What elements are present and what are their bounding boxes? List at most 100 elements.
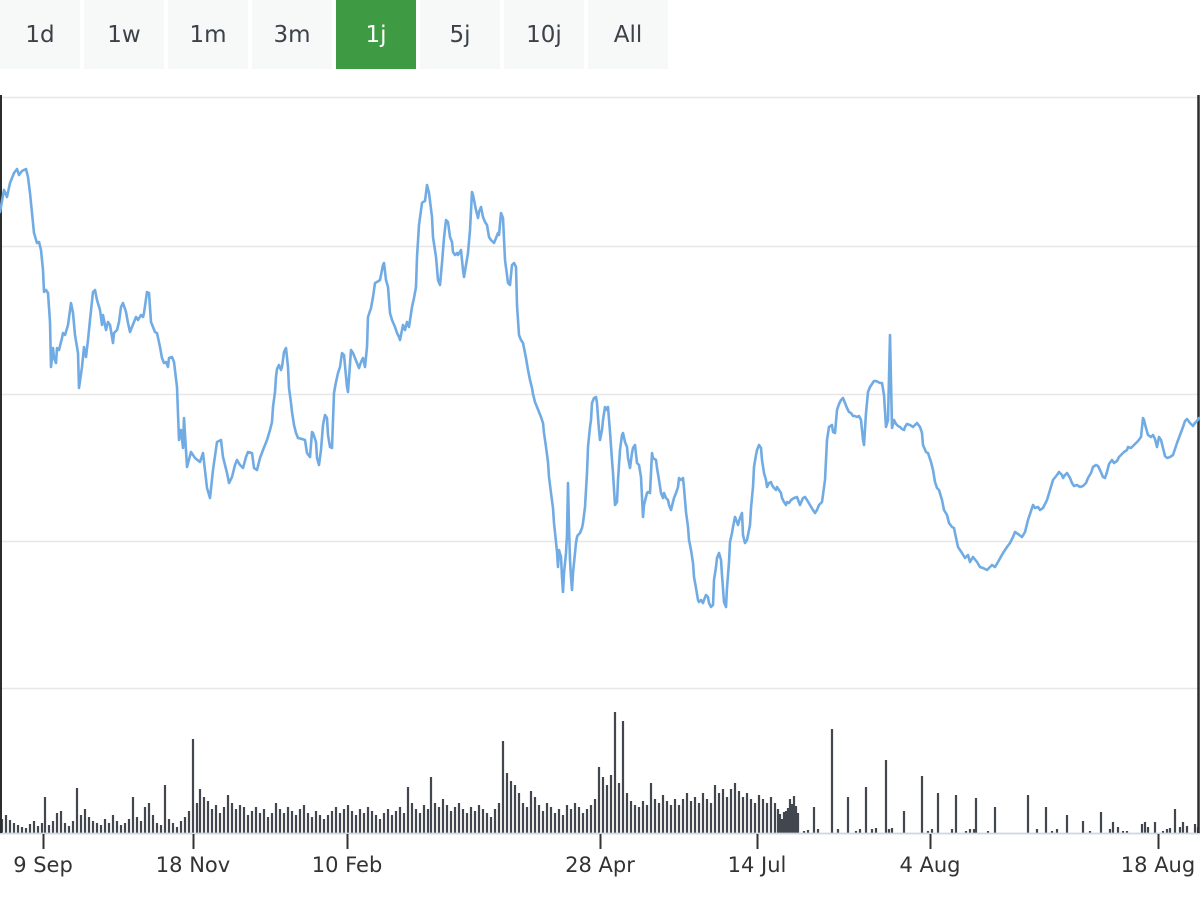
volume-bar	[505, 773, 509, 833]
volume-bar	[986, 831, 990, 833]
volume-bar	[517, 793, 521, 833]
volume-bar	[71, 821, 75, 833]
volume-bar	[525, 807, 529, 833]
volume-bar	[784, 811, 788, 833]
volume-bar	[749, 799, 753, 833]
volume-bar	[864, 787, 868, 833]
volume-bar	[993, 807, 997, 833]
volume-bar	[278, 809, 282, 833]
x-tick-label: 14 Jul	[728, 853, 787, 877]
range-button-1w[interactable]: 1w	[84, 0, 164, 69]
volume-bar	[135, 817, 139, 833]
range-button-5j[interactable]: 5j	[420, 0, 500, 69]
volume-bar	[187, 811, 191, 833]
volume-bar	[103, 819, 107, 833]
volume-bar	[4, 815, 8, 833]
volume-bar	[705, 799, 709, 833]
volume-bar	[171, 823, 175, 833]
volume-bar	[950, 829, 954, 833]
volume-bar	[581, 813, 585, 833]
volume-bar	[370, 811, 374, 833]
volume-bar	[1044, 807, 1048, 833]
volume-bar	[1111, 822, 1115, 833]
volume-bar	[926, 831, 930, 833]
volume-bar	[390, 815, 394, 833]
volume-bar	[858, 829, 862, 833]
volume-bar	[887, 829, 891, 833]
volume-bar	[1088, 831, 1092, 833]
volume-bar	[123, 823, 127, 833]
range-button-10j[interactable]: 10j	[504, 0, 584, 69]
volume-bar	[51, 821, 55, 833]
volume-bar	[222, 807, 226, 833]
range-button-1j[interactable]: 1j	[336, 0, 416, 69]
volume-bar	[1116, 827, 1120, 833]
volume-bar	[210, 809, 214, 833]
volume-bar	[441, 799, 445, 833]
volume-bar	[601, 777, 605, 833]
range-button-3m[interactable]: 3m	[252, 0, 332, 69]
volume-bar	[669, 805, 673, 833]
volume-bar	[398, 807, 402, 833]
volume-bar	[214, 805, 218, 833]
volume-bar	[930, 829, 934, 833]
volume-bar	[617, 783, 621, 833]
volume-bar	[139, 821, 143, 833]
volume-bar	[91, 821, 95, 833]
volume-bar	[378, 819, 382, 833]
volume-bar	[778, 814, 782, 833]
volume-bar	[729, 789, 733, 833]
volume-bar	[1161, 831, 1165, 833]
volume-bar	[633, 805, 637, 833]
volume-bar	[954, 795, 958, 833]
volume-bar	[806, 830, 810, 833]
volume-bar	[1173, 809, 1177, 833]
volume-bar	[246, 815, 250, 833]
volume-bar	[786, 808, 790, 833]
volume-bar	[485, 813, 489, 833]
volume-bar	[310, 817, 314, 833]
volume-bar	[282, 813, 286, 833]
volume-bar	[12, 823, 16, 833]
volume-bar	[234, 809, 238, 833]
volume-bar	[830, 729, 834, 833]
volume-bar	[733, 783, 737, 833]
volume-bar	[1121, 831, 1125, 833]
range-button-1d[interactable]: 1d	[0, 0, 80, 69]
volume-bar	[294, 815, 298, 833]
volume-bar	[334, 807, 338, 833]
range-button-1m[interactable]: 1m	[168, 0, 248, 69]
volume-bar	[529, 791, 533, 833]
volume-bar	[701, 793, 705, 833]
range-button-all[interactable]: All	[588, 0, 668, 69]
volume-bar	[593, 799, 597, 833]
range-selector-toolbar: 1d 1w 1m 3m 1j 5j 10j All	[0, 0, 668, 69]
volume-bar	[802, 831, 806, 833]
volume-bar	[183, 817, 187, 833]
volume-bar	[794, 806, 798, 833]
volume-bar	[745, 793, 749, 833]
volume-bar	[338, 813, 342, 833]
volume-bar	[725, 797, 729, 833]
volume-bar	[163, 785, 167, 833]
volume-bar	[342, 809, 346, 833]
volume-bar	[874, 828, 878, 833]
volume-bar	[457, 803, 461, 833]
volume-bar	[1193, 824, 1197, 833]
volume-bar	[206, 801, 210, 833]
volume-bar	[974, 798, 978, 833]
volume-bar	[673, 799, 677, 833]
volume-bar	[753, 803, 757, 833]
volume-bar	[920, 776, 924, 833]
volume-bar	[218, 813, 222, 833]
volume-bar	[43, 797, 47, 833]
volume-bar	[653, 799, 657, 833]
volume-bar	[99, 825, 103, 833]
volume-bar	[270, 813, 274, 833]
volume-bar	[796, 813, 800, 833]
volume-bar	[661, 795, 665, 833]
volume-bar	[87, 817, 91, 833]
volume-bar	[605, 785, 609, 833]
